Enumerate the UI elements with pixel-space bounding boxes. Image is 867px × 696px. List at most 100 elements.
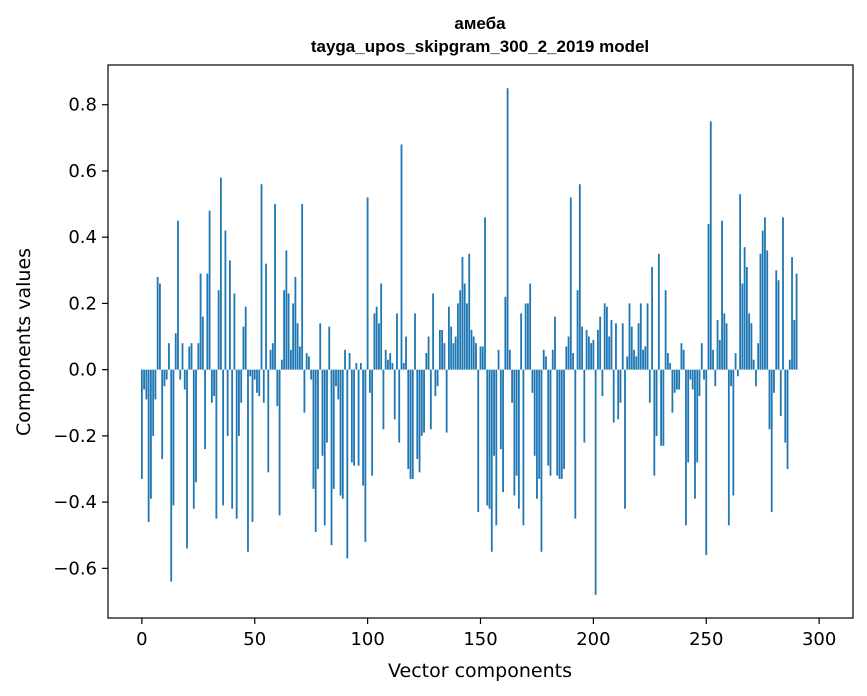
bar [371, 369, 374, 476]
y-axis-label: Components values [13, 248, 35, 436]
bar [560, 369, 563, 479]
bars-group [140, 88, 798, 595]
x-axis-label: Vector components [388, 660, 572, 682]
bar [567, 336, 570, 370]
bar [639, 303, 642, 370]
bar [233, 293, 236, 370]
bar [533, 369, 536, 456]
bar [341, 369, 344, 499]
bar [757, 343, 760, 370]
bar [393, 369, 396, 420]
bar [775, 270, 778, 370]
bar [454, 336, 457, 370]
x-axis-ticks: 0 50 100 150 200 250 300 [136, 618, 836, 650]
bar [276, 369, 279, 407]
bar [549, 369, 552, 476]
bar [206, 273, 209, 370]
bar [529, 283, 532, 370]
bar [436, 369, 439, 387]
bar [253, 369, 256, 380]
bar [583, 369, 586, 443]
bar [147, 369, 150, 522]
bar [590, 343, 593, 370]
bar [712, 349, 714, 370]
x-tick-label: 0 [136, 629, 147, 650]
bar [730, 369, 732, 387]
bar [657, 253, 660, 370]
bar [770, 369, 773, 513]
bar [414, 313, 416, 370]
bar [438, 329, 441, 370]
bar [506, 88, 509, 370]
bar [423, 369, 425, 433]
y-tick-label: 0.8 [68, 95, 97, 116]
chart-subtitle: tayga_upos_skipgram_300_2_2019 model [311, 37, 649, 56]
bar [427, 336, 430, 370]
bar [339, 369, 342, 496]
bar [793, 319, 796, 370]
bar [725, 323, 728, 370]
bar [409, 369, 412, 479]
bar [761, 230, 764, 370]
bar [380, 283, 383, 370]
bar [159, 283, 161, 370]
bar [199, 273, 202, 370]
bar [782, 217, 784, 370]
bar [344, 349, 346, 370]
bar [547, 369, 550, 466]
bar [402, 363, 405, 370]
bar [637, 323, 640, 370]
bar [515, 369, 518, 476]
bar [425, 353, 428, 370]
bar [502, 369, 504, 493]
bar [389, 353, 392, 370]
bar [231, 369, 234, 509]
bar [779, 369, 782, 417]
bar [786, 369, 789, 469]
bar [696, 369, 699, 463]
bar [332, 369, 335, 489]
bar [788, 359, 791, 370]
bar [165, 369, 168, 380]
bar [556, 369, 559, 476]
bar [773, 369, 775, 393]
y-tick-label: 0.6 [68, 161, 97, 182]
bar [242, 326, 245, 370]
bar [777, 280, 780, 370]
bar [172, 369, 175, 506]
bar [337, 369, 340, 400]
bar [152, 369, 155, 436]
bar [587, 336, 590, 370]
bar [538, 369, 541, 479]
bar [791, 257, 793, 370]
bar [289, 349, 292, 370]
y-tick-label: 0.2 [68, 293, 97, 314]
bar [432, 293, 434, 370]
bar [676, 369, 678, 390]
bar [513, 369, 516, 496]
bar [517, 369, 520, 509]
y-tick-label: 0.4 [68, 227, 97, 248]
bar [689, 369, 692, 380]
bar [768, 369, 771, 430]
bar [671, 369, 674, 413]
bar [612, 369, 615, 423]
bar [378, 323, 380, 370]
bar [621, 323, 624, 370]
bar [750, 323, 753, 370]
bar [743, 247, 746, 370]
bar [475, 343, 477, 370]
bar [183, 369, 186, 390]
bar [301, 204, 304, 370]
bar [660, 369, 663, 446]
bar [308, 356, 310, 370]
bar [305, 353, 308, 370]
bar [795, 273, 798, 370]
bar [531, 369, 534, 393]
bar [256, 369, 258, 393]
bar [294, 276, 297, 370]
bar [736, 369, 739, 377]
bar [400, 144, 403, 370]
bar [633, 349, 635, 370]
